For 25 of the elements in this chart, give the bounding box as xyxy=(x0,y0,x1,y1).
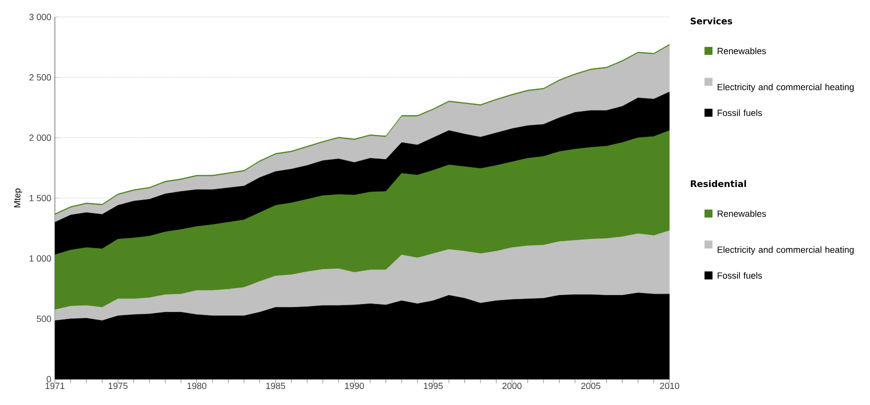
x-tick-label: 1971 xyxy=(46,382,64,389)
text: Services xyxy=(690,17,732,24)
y-tick-label: 500 xyxy=(36,316,52,322)
x-tick-label: 2000 xyxy=(502,382,522,389)
legend-label: Fossil fuels xyxy=(718,109,762,116)
legend-label: Renewables xyxy=(718,210,766,217)
y-tick-label: 2 500 xyxy=(29,74,52,80)
x-tick-label: 1995 xyxy=(424,382,443,389)
y-tick-label: 1 500 xyxy=(30,194,52,202)
legend-label: Electricity and commercial heating xyxy=(718,84,854,92)
x-tick-label: 1990 xyxy=(345,382,364,389)
y-tick-label: 0 xyxy=(46,376,52,382)
y-tick-label: 3 000 xyxy=(29,14,52,20)
legend-label: Electricity and commercial heating xyxy=(718,246,854,255)
x-tick-label: 2010 xyxy=(660,382,680,389)
legend-label: Fossil fuels xyxy=(718,272,762,279)
x-tick-label: 1980 xyxy=(187,382,206,389)
x-tick-label: 1975 xyxy=(108,382,128,389)
x-tick-label: 2005 xyxy=(581,382,600,389)
y-tick-label: 2 000 xyxy=(29,134,52,141)
text: Residential xyxy=(690,180,746,188)
legend-label: Renewables xyxy=(718,48,766,54)
y-axis-title: Mtep xyxy=(14,188,22,208)
y-tick-label: 1 000 xyxy=(30,255,52,262)
x-tick-label: 1985 xyxy=(266,382,286,389)
